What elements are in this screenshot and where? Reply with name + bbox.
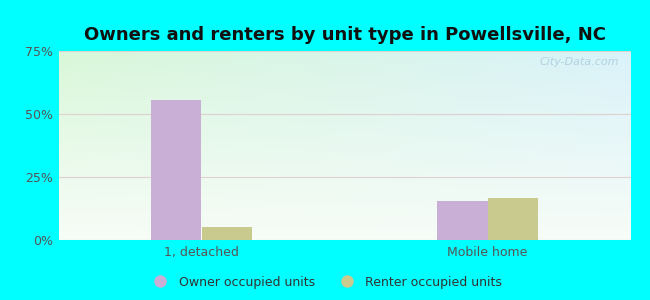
Title: Owners and renters by unit type in Powellsville, NC: Owners and renters by unit type in Powel… <box>83 26 606 44</box>
Bar <box>202 227 252 240</box>
Bar <box>151 100 202 240</box>
Text: City-Data.com: City-Data.com <box>540 57 619 67</box>
Bar <box>488 198 538 240</box>
Bar <box>437 201 488 240</box>
Legend: Owner occupied units, Renter occupied units: Owner occupied units, Renter occupied un… <box>143 271 507 294</box>
